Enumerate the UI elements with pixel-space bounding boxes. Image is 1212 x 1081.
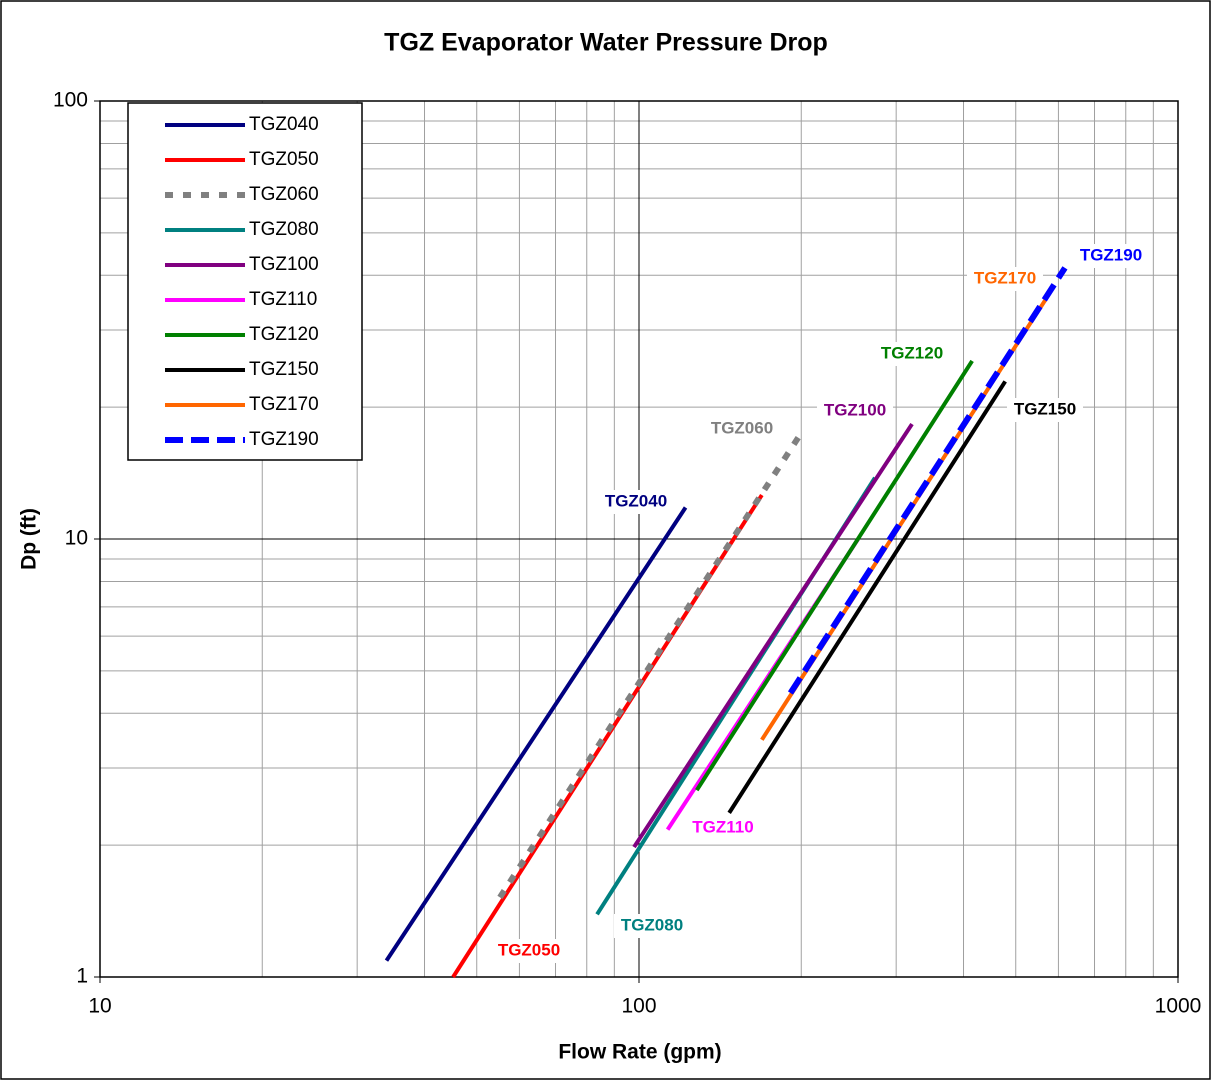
series-annotation: TGZ170 <box>974 268 1036 287</box>
series-line <box>384 506 688 962</box>
y-tick-label: 100 <box>53 89 88 112</box>
annotation-bg <box>967 267 1043 291</box>
y-axis-label: Dp (ft) <box>18 508 41 570</box>
legend-label: TGZ060 <box>249 184 319 205</box>
series-annotation: TGZ080 <box>621 915 683 934</box>
legend-label: TGZ120 <box>249 324 319 345</box>
annotation-bg <box>704 417 780 441</box>
chart-title: TGZ Evaporator Water Pressure Drop <box>384 29 828 57</box>
series-annotation: TGZ150 <box>1014 399 1076 418</box>
legend-label: TGZ050 <box>249 149 319 170</box>
y-tick-label: 1 <box>76 965 88 988</box>
annotation-bg <box>817 399 893 423</box>
series-annotation: TGZ060 <box>711 418 773 437</box>
x-tick-label: 10 <box>88 995 111 1018</box>
x-tick-label: 100 <box>621 995 656 1018</box>
annotation-bg <box>598 490 674 514</box>
x-tick-label: 1000 <box>1155 995 1202 1018</box>
legend-label: TGZ080 <box>249 219 319 240</box>
annotation-bg <box>685 816 761 840</box>
series-annotation: TGZ100 <box>824 400 886 419</box>
series-annotation: TGZ190 <box>1080 245 1142 264</box>
legend-box <box>127 102 363 461</box>
legend-label: TGZ100 <box>249 254 319 275</box>
plot-frame <box>99 100 1179 978</box>
series-annotation: TGZ050 <box>498 940 560 959</box>
series-line <box>787 266 1068 695</box>
legend-label: TGZ190 <box>249 429 319 450</box>
x-axis-label: Flow Rate (gpm) <box>558 1041 721 1064</box>
legend-label: TGZ040 <box>249 114 319 135</box>
annotation-bg <box>1073 244 1149 268</box>
series-annotation: TGZ040 <box>605 491 667 510</box>
legend-label: TGZ170 <box>249 394 319 415</box>
series-annotation: TGZ110 <box>692 817 753 836</box>
series-line <box>632 422 914 849</box>
series-line <box>497 433 803 899</box>
series-annotation: TGZ120 <box>881 343 943 362</box>
series-line <box>695 359 974 792</box>
annotation-bg <box>491 939 567 963</box>
annotation-bg <box>874 342 950 366</box>
y-tick-label: 10 <box>65 527 88 550</box>
annotation-bg <box>614 914 690 938</box>
legend-label: TGZ150 <box>249 359 319 380</box>
annotation-bg <box>1007 398 1083 422</box>
legend-label: TGZ110 <box>249 289 317 310</box>
series-line <box>727 380 1007 814</box>
